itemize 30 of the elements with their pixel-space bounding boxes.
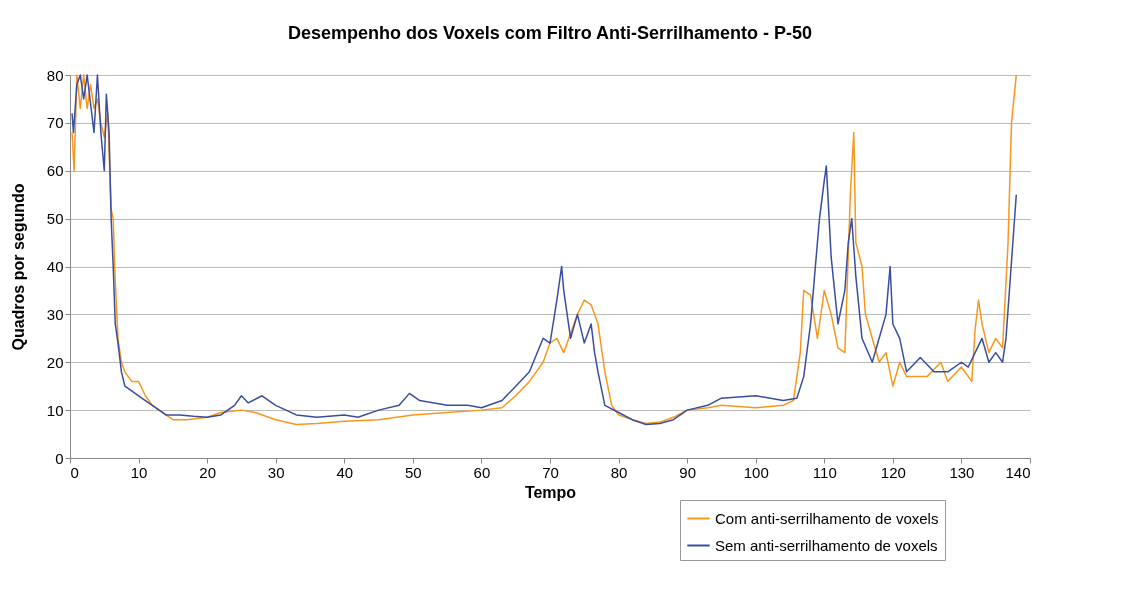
- chart-title: Desempenho dos Voxels com Filtro Anti-Serrilhamento - P-50: [287, 23, 813, 43]
- x-tick-label: 60: [473, 463, 491, 481]
- x-tick-label: 100: [743, 463, 769, 481]
- x-tick-label: 40: [336, 463, 354, 481]
- y-tick-label: 60: [46, 162, 64, 180]
- x-tick-label: 70: [542, 463, 559, 481]
- y-axis-title: Quadros por segundo: [9, 183, 27, 351]
- x-tick-label: 120: [880, 463, 906, 481]
- x-axis-title: Tempo: [524, 483, 577, 501]
- y-tick-label: 70: [46, 114, 64, 132]
- legend-label: Sem anti-serrilhamento de voxels: [715, 536, 938, 554]
- x-tick-label: 80: [610, 463, 628, 481]
- x-tick-label: 0: [70, 463, 79, 481]
- x-tick-label: 140: [1005, 463, 1031, 481]
- y-tick-label: 20: [46, 353, 64, 371]
- line-series: [71, 74, 1018, 426]
- x-tick-label: 130: [949, 463, 975, 481]
- y-tick-label: 30: [46, 305, 64, 323]
- y-tick-label: 0: [55, 449, 64, 467]
- y-tick-label: 80: [46, 66, 64, 84]
- x-tick-label: 50: [405, 463, 422, 481]
- x-tick-label: 110: [812, 463, 837, 481]
- y-tick-label: 10: [46, 401, 64, 419]
- y-tick-label: 50: [46, 210, 64, 228]
- x-tick-label: 90: [679, 463, 696, 481]
- x-tick-label: 10: [130, 463, 148, 481]
- x-tick-label: 30: [267, 463, 285, 481]
- legend-label: Com anti-serrilhamento de voxels: [715, 509, 939, 527]
- x-tick-label: 20: [199, 463, 216, 481]
- y-tick-label: 40: [46, 258, 64, 275]
